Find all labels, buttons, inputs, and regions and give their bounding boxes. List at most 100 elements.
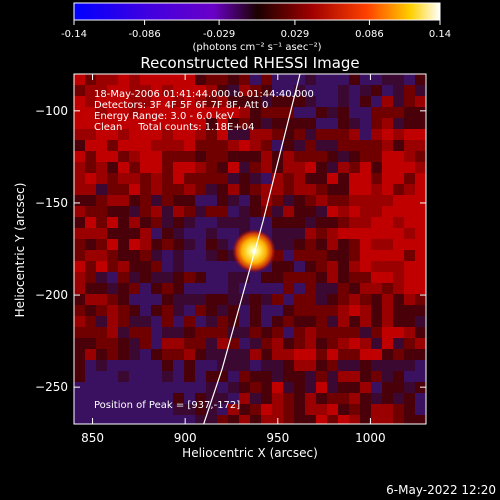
heatmap-cell — [261, 151, 272, 162]
heatmap-cell — [305, 173, 316, 184]
heatmap-cell — [129, 261, 140, 272]
heatmap-cell — [382, 349, 393, 360]
heatmap-cell — [74, 85, 85, 96]
heatmap-cell — [129, 184, 140, 195]
heatmap-cell — [393, 283, 404, 294]
annotation-time-range: 18-May-2006 01:41:44.000 to 01:44:40.000 — [94, 89, 314, 100]
heatmap-cell — [415, 360, 426, 371]
heatmap-cell — [206, 140, 217, 151]
heatmap-cell — [217, 129, 228, 140]
heatmap-cell — [393, 140, 404, 151]
heatmap-cell — [184, 85, 195, 96]
heatmap-cell — [327, 404, 338, 415]
heatmap-cell — [415, 261, 426, 272]
heatmap-cell — [382, 239, 393, 250]
heatmap-cell — [107, 272, 118, 283]
heatmap-cell — [261, 338, 272, 349]
heatmap-cell — [294, 85, 305, 96]
heatmap-cell — [371, 371, 382, 382]
heatmap-cell — [360, 151, 371, 162]
heatmap-cell — [162, 283, 173, 294]
heatmap-cell — [250, 96, 261, 107]
heatmap-cell — [151, 74, 162, 85]
heatmap-cell — [393, 250, 404, 261]
heatmap-cell — [118, 294, 129, 305]
heatmap-cell — [107, 184, 118, 195]
heatmap-cell — [206, 250, 217, 261]
heatmap-cell — [74, 96, 85, 107]
heatmap-cell — [316, 228, 327, 239]
heatmap-cell — [316, 162, 327, 173]
heatmap-cell — [305, 74, 316, 85]
heatmap-cell — [338, 184, 349, 195]
heatmap-cell — [327, 349, 338, 360]
heatmap-cell — [404, 151, 415, 162]
heatmap-cell — [272, 228, 283, 239]
heatmap-cell — [272, 206, 283, 217]
heatmap-cell — [184, 316, 195, 327]
heatmap-cell — [151, 96, 162, 107]
heatmap-cell — [162, 360, 173, 371]
heatmap-cell — [96, 107, 107, 118]
heatmap-cell — [96, 129, 107, 140]
heatmap-cell — [393, 327, 404, 338]
heatmap-cell — [239, 162, 250, 173]
heatmap-cell — [151, 327, 162, 338]
heatmap-cell — [349, 371, 360, 382]
heatmap-cell — [74, 349, 85, 360]
heatmap-cell — [184, 195, 195, 206]
heatmap-cell — [371, 184, 382, 195]
heatmap-cell — [184, 415, 195, 424]
heatmap-cell — [96, 118, 107, 129]
heatmap-cell — [228, 272, 239, 283]
heatmap-cell — [85, 239, 96, 250]
colorbar-tick-label: -0.086 — [128, 29, 160, 40]
heatmap-cell — [173, 118, 184, 129]
heatmap-cell — [217, 140, 228, 151]
heatmap-cell — [206, 151, 217, 162]
heatmap-cell — [129, 294, 140, 305]
heatmap-cell — [272, 239, 283, 250]
heatmap-cell — [195, 184, 206, 195]
heatmap-cell — [162, 206, 173, 217]
heatmap-cell — [316, 327, 327, 338]
heatmap-cell — [74, 305, 85, 316]
heatmap-cell — [129, 206, 140, 217]
heatmap-cell — [217, 305, 228, 316]
heatmap-cell — [393, 85, 404, 96]
heatmap-cell — [107, 140, 118, 151]
heatmap-cell — [228, 360, 239, 371]
heatmap-cell — [294, 74, 305, 85]
colorbar-tick-label: 0.029 — [281, 29, 310, 40]
heatmap-cell — [118, 217, 129, 228]
heatmap-cell — [162, 393, 173, 404]
heatmap-cell — [85, 338, 96, 349]
heatmap-cell — [327, 96, 338, 107]
heatmap-cell — [96, 371, 107, 382]
heatmap-cell — [382, 382, 393, 393]
heatmap-cell — [349, 228, 360, 239]
heatmap-cell — [151, 338, 162, 349]
heatmap-cell — [316, 261, 327, 272]
heatmap-cell — [371, 239, 382, 250]
heatmap-cell — [118, 228, 129, 239]
heatmap-cell — [107, 382, 118, 393]
heatmap-cell — [327, 283, 338, 294]
heatmap-cell — [107, 118, 118, 129]
heatmap-cell — [415, 140, 426, 151]
heatmap-cell — [206, 327, 217, 338]
heatmap-cell — [107, 107, 118, 118]
heatmap-cell — [195, 250, 206, 261]
heatmap-cell — [217, 316, 228, 327]
heatmap-cell — [338, 371, 349, 382]
heatmap-cell — [250, 360, 261, 371]
heatmap-cell — [316, 140, 327, 151]
heatmap-cell — [371, 140, 382, 151]
heatmap-cell — [349, 85, 360, 96]
heatmap-cell — [173, 96, 184, 107]
heatmap-cell — [371, 261, 382, 272]
heatmap-cell — [228, 74, 239, 85]
heatmap-cell — [272, 327, 283, 338]
heatmap-cell — [294, 151, 305, 162]
heatmap-cell — [393, 206, 404, 217]
